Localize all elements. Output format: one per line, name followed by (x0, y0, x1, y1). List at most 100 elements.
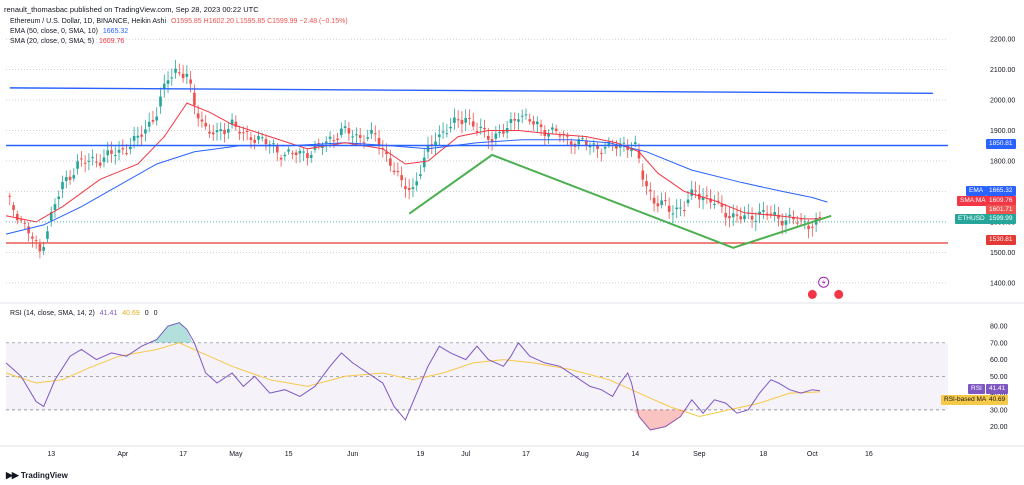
candle-body (189, 79, 192, 84)
price-tick-label: 1800.00 (990, 158, 1015, 165)
candle-body (181, 73, 185, 79)
candle-body (53, 204, 57, 210)
pattern-line[interactable] (408, 153, 832, 249)
candle-body (211, 132, 215, 135)
candle-body (76, 161, 79, 169)
ohlc-values: O1595.85 H1602.20 L1595.85 C1599.99 −2.4… (170, 18, 348, 25)
sma-legend[interactable]: SMA (20, close, 0, SMA, 5) 1609.76 (10, 38, 124, 45)
price-tick-label: 1500.00 (990, 250, 1015, 257)
candle-body (68, 176, 72, 180)
candle-body (539, 124, 543, 128)
price-tick-label: 1400.00 (990, 280, 1015, 287)
candle-body (603, 147, 607, 149)
candle-body (200, 119, 204, 122)
candle-body (264, 138, 268, 145)
candle-body (509, 119, 513, 123)
rsi-tick-label: 20.00 (990, 424, 1008, 431)
candle-body (716, 200, 720, 202)
candle-body (498, 131, 501, 134)
candle-body (223, 129, 226, 135)
grid (0, 38, 1024, 447)
us-flag-event-icon[interactable] (806, 288, 818, 300)
candle-body (811, 226, 814, 228)
candle-body (242, 132, 245, 134)
candle-body (185, 73, 189, 77)
candle-body (136, 135, 140, 138)
candle-body (762, 210, 765, 212)
candle-body (581, 138, 584, 140)
candle-body (449, 126, 452, 129)
candle-body (260, 137, 264, 139)
candle-body (784, 220, 788, 225)
candle-body (8, 195, 12, 197)
candle-body (132, 135, 136, 141)
candle-body (460, 119, 464, 125)
ema-legend[interactable]: EMA (50, close, 0, SMA, 10) 1665.32 (10, 28, 128, 35)
rsi-oversold-fill (633, 409, 687, 430)
rsi-tick-label: 70.00 (990, 340, 1008, 347)
candle-body (818, 217, 822, 219)
candle-body (697, 193, 701, 200)
candle-body (494, 133, 498, 139)
candle-body (517, 119, 520, 122)
candle-body (792, 217, 795, 220)
candle-body (61, 182, 64, 190)
time-tick-label: 17 (522, 451, 530, 458)
candle-body (358, 135, 362, 138)
candle-body (566, 135, 569, 137)
candle-body (87, 160, 91, 162)
publisher-line: renault_thomasbac published on TradingVi… (4, 5, 259, 14)
candle-body (502, 131, 505, 134)
candle-body (64, 177, 68, 181)
candle-body (705, 195, 709, 197)
main-legend: Ethereum / U.S. Dollar, 1D, BINANCE, Hei… (10, 18, 348, 25)
candle-body (584, 140, 588, 146)
candle-body (682, 210, 686, 212)
time-tick-label: Oct (807, 451, 818, 458)
candle-body (471, 121, 475, 127)
candle-body (162, 83, 166, 89)
candle-body (483, 127, 486, 130)
candle-body (373, 133, 377, 135)
candle-body (106, 150, 110, 156)
candle-body (347, 128, 351, 134)
candle-body (83, 162, 87, 164)
rsi-legend[interactable]: RSI (14, close, SMA, 14, 2) 41.41 40.69 … (10, 310, 158, 317)
rsi-tick-label: 60.00 (990, 357, 1008, 364)
candle-body (660, 200, 663, 206)
brand-footer[interactable]: ▶▶ TradingView (6, 470, 68, 481)
candle-body (468, 117, 471, 119)
candle-body (404, 186, 407, 189)
channel-top-line[interactable] (9, 87, 933, 95)
candle-body (215, 130, 219, 133)
time-tick-label: 17 (179, 451, 187, 458)
candle-body (38, 244, 42, 252)
price-tick-label: 2100.00 (990, 67, 1015, 74)
candle-body (253, 139, 257, 143)
candle-body (193, 92, 196, 106)
candle-body (370, 129, 373, 134)
lightning-icon (821, 279, 826, 286)
candle-body (19, 219, 23, 221)
candle-body (46, 231, 49, 239)
candle-body (773, 211, 776, 216)
price-pane[interactable] (5, 59, 948, 300)
sma-legend-value: 1609.76 (98, 38, 125, 45)
candle-body (385, 151, 388, 155)
rsi-tick-label: 30.00 (990, 407, 1008, 414)
rsima-name-tag: RSI-based MA (941, 395, 990, 405)
candle-body (524, 114, 528, 116)
us-flag-event-icon[interactable] (833, 288, 845, 300)
candle-body (607, 142, 611, 146)
candle-body (230, 119, 234, 125)
time-tick-label: Aug (576, 451, 589, 458)
candle-body (170, 77, 174, 79)
candle-body (630, 148, 633, 152)
candle-body (490, 139, 494, 143)
candle-body (724, 213, 728, 218)
rsi-pane[interactable] (5, 322, 948, 431)
candle-body (532, 121, 535, 125)
candle-body (129, 146, 132, 150)
time-tick-label: 14 (631, 451, 639, 458)
candle-body (287, 149, 290, 152)
